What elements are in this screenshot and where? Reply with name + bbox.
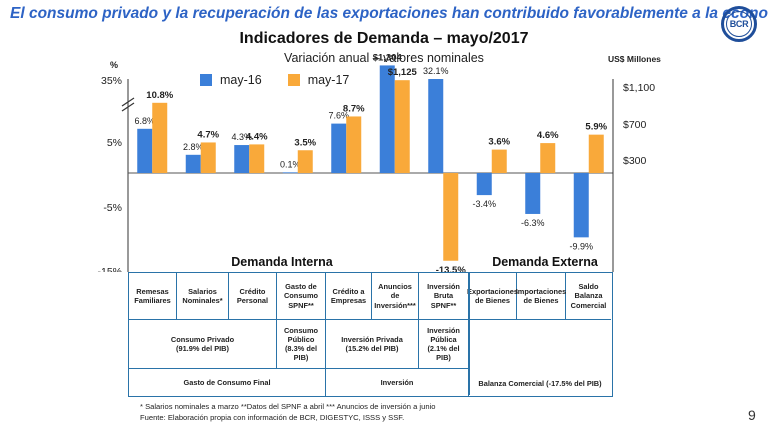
- bar-may17: [249, 144, 265, 173]
- data-label-may17: 5.9%: [585, 122, 607, 133]
- right-tick-label: $300: [623, 155, 647, 167]
- bar-may16: [137, 128, 153, 173]
- table-cell-balanza-comercial: Balanza Comercial (-17.5% del PIB): [478, 378, 602, 388]
- table-cell-saldo-balanza: Saldo Balanza Comercial: [566, 273, 611, 320]
- legend-item-may17: may-17: [287, 73, 350, 87]
- bar-may17: [588, 134, 604, 173]
- data-label-may16: $1,304: [373, 52, 403, 63]
- footnote-notes: * Salarios nominales a marzo **Datos del…: [140, 402, 436, 411]
- table-group-separator: [468, 273, 470, 395]
- table-cell-gasto-consumo-final: Gasto de Consumo Final: [129, 369, 326, 396]
- data-label-may16: -9.9%: [569, 241, 593, 251]
- data-label-may17: 8.7%: [343, 103, 365, 114]
- left-tick-label: 5%: [107, 137, 122, 149]
- table-cell-inversion-bruta: Inversión Bruta SPNF**: [419, 273, 469, 320]
- left-tick-label: -15%: [97, 266, 122, 272]
- bar-may17: [297, 150, 313, 173]
- data-label-may17: 3.6%: [488, 137, 510, 148]
- chart-legend: may-16 may-17: [200, 73, 349, 87]
- bar-may16: [428, 79, 444, 173]
- legend-item-may16: may-16: [200, 73, 262, 87]
- bar-may16: [525, 173, 541, 214]
- table-cell-inversion: Inversión: [326, 369, 469, 396]
- left-tick-label: 35%: [101, 75, 122, 87]
- bar-may16: [234, 145, 250, 173]
- headline: El consumo privado y la recuperación de …: [10, 5, 768, 22]
- legend-swatch-may17: [287, 74, 300, 86]
- bcr-logo-text: BCR: [726, 11, 752, 37]
- bar-may16: [282, 172, 298, 174]
- right-tick-label: $700: [623, 119, 647, 131]
- right-axis-unit: US$ Millones: [608, 54, 661, 64]
- data-label-may16: 7.6%: [328, 111, 349, 121]
- data-label-may16: 32.1%: [423, 66, 449, 76]
- data-label-may16: -3.4%: [472, 199, 496, 209]
- bar-may16: [379, 65, 395, 173]
- table-cell-remesas: Remesas Familiares: [129, 273, 177, 320]
- bar-may17: [346, 116, 362, 173]
- left-tick-label: -5%: [103, 202, 122, 214]
- chart-title: Indicadores de Demanda – mayo/2017: [239, 30, 529, 47]
- bar-may17: [152, 102, 168, 173]
- footnote-source: Fuente: Elaboración propia con informaci…: [140, 413, 405, 422]
- bar-may16: [476, 173, 492, 196]
- table-cell-salarios: Salarios Nominales*: [177, 273, 229, 320]
- bar-may17: [200, 142, 216, 173]
- data-label-may16: 2.8%: [183, 142, 204, 152]
- bar-may17: [491, 149, 507, 173]
- data-label-may16: 4.3%: [231, 132, 252, 142]
- bar-may17: [443, 173, 459, 261]
- data-label-may17: 4.6%: [537, 130, 559, 141]
- left-axis-unit: %: [110, 60, 118, 70]
- data-label-may17: 4.7%: [197, 129, 219, 140]
- bcr-logo: BCR: [721, 6, 757, 42]
- bar-may16: [331, 123, 347, 173]
- legend-swatch-may16: [200, 74, 212, 86]
- table-cell-gasto-consumo-spnf: Gasto de Consumo SPNF**: [277, 273, 326, 320]
- axis-break-mark-1: [121, 97, 135, 107]
- category-table: Remesas Familiares Salarios Nominales* C…: [128, 272, 613, 397]
- data-label-may17: 10.8%: [146, 90, 173, 101]
- table-cell-importaciones: Importaciones de Bienes: [516, 273, 566, 320]
- bar-may16: [185, 154, 201, 173]
- data-label-may16: -6.3%: [521, 218, 545, 228]
- legend-label-may17: may-17: [307, 73, 350, 87]
- data-label-may17: -13.5%: [436, 265, 467, 272]
- table-cell-inversion-publica: Inversión Pública (2.1% del PIB): [419, 320, 469, 369]
- page-number: 9: [748, 407, 756, 423]
- table-cell-credito-personal: Crédito Personal: [229, 273, 277, 320]
- data-label-may17: 4.4%: [246, 131, 268, 142]
- data-label-may17: 3.5%: [294, 137, 316, 148]
- chart-subtitle: Variación anual – valores nominales: [284, 51, 484, 65]
- axis-break-mark-2: [121, 102, 135, 112]
- data-label-may17: $1,125: [388, 67, 418, 78]
- right-tick-label: $1,100: [623, 82, 655, 94]
- legend-label-may16: may-16: [220, 73, 262, 87]
- table-cell-inversion-privada: Inversión Privada (15.2% del PIB): [326, 320, 419, 369]
- table-cell-credito-empresas: Crédito a Empresas: [326, 273, 372, 320]
- table-cell-consumo-privado: Consumo Privado (91.9% del PIB): [129, 320, 277, 369]
- data-label-may16: 6.8%: [134, 116, 155, 126]
- group-label-demanda-interna: Demanda Interna: [231, 255, 333, 269]
- bar-may16: [573, 173, 589, 238]
- table-cell-consumo-publico: Consumo Público (8.3% del PIB): [277, 320, 326, 369]
- data-label-may16: 0.1%: [280, 159, 301, 169]
- demand-indicators-chart: 35% 5% -5% -15%% $1,100 $700 $300 US$ Millones 6…: [97, 52, 661, 272]
- bar-may17: [540, 143, 556, 173]
- table-cell-anuncios-inversion: Anuncios de Inversión***: [372, 273, 419, 320]
- bar-may17: [394, 80, 410, 173]
- group-label-demanda-externa: Demanda Externa: [492, 255, 599, 269]
- table-cell-exportaciones: Exportaciones de Bienes: [467, 273, 518, 320]
